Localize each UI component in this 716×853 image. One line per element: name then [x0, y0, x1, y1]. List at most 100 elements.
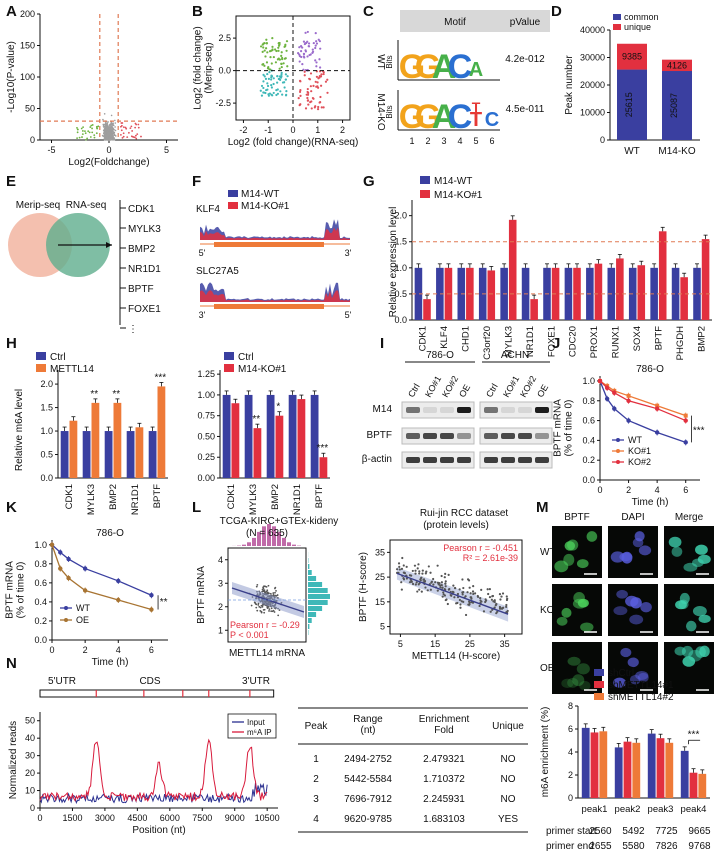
primer-end-value: 9768: [688, 841, 711, 852]
ruijin-scatter-point: [440, 574, 443, 578]
panel-letter-N: N: [6, 655, 17, 672]
microscopy-nucleus: [698, 614, 711, 623]
ruijin-scatter-point: [443, 576, 446, 579]
microscopy-nucleus: [671, 546, 683, 557]
quadrant-point: [277, 46, 280, 49]
decay-oe-chart-xtick-label: 2: [83, 645, 88, 655]
peak-table-cell: NO: [501, 774, 516, 785]
m6a-oe-chart-ytick-label: 0.0: [40, 473, 53, 483]
microscopy-panel: [552, 642, 602, 694]
microscopy-nucleus: [573, 592, 585, 604]
ruijin-scatter-point: [402, 578, 406, 581]
quadrant-point: [284, 94, 288, 97]
m6a-oe-chart-category-label: MYLK3: [86, 484, 97, 515]
decay-ko-legend-marker: [616, 460, 620, 464]
coverage-legend-label: Input: [247, 718, 266, 727]
quadrant-point: [261, 63, 264, 66]
gene-region-label: CDS: [139, 676, 160, 687]
quadrant-point: [314, 32, 317, 35]
tcga-x-histogram: [292, 544, 296, 546]
quadrant-point: [317, 105, 320, 109]
quadrant-xtick-label: 2: [340, 125, 345, 135]
tcga-scatter-point: [254, 602, 257, 605]
quadrant-point: [265, 42, 269, 45]
quadrant-point: [270, 84, 273, 87]
microscopy-nucleus: [621, 551, 633, 564]
volcano-point-down: [87, 130, 90, 133]
volcano-point: [112, 131, 115, 134]
quadrant-point: [278, 43, 281, 46]
coverage-xtick-label: 10500: [255, 813, 280, 823]
tcga-scatter-frame: [227, 547, 307, 643]
ruijin-scatter-point: [458, 598, 461, 602]
blot-band: [406, 457, 420, 463]
primer-start-value: 7725: [655, 826, 678, 837]
quadrant-point: [281, 93, 284, 96]
m6a-oe-chart-category-label: CDK1: [64, 484, 75, 509]
tcga-xlabel: METTL14 mRNA: [229, 648, 305, 659]
quadrant-point: [305, 93, 308, 96]
quadrant-point: [310, 90, 313, 93]
ruijin-scatter-point: [429, 588, 432, 591]
motif-letter-T: T: [470, 109, 482, 131]
ruijin-scatter-point: [436, 564, 439, 567]
m6a-oe-significance: **: [90, 389, 98, 400]
microscopy-nucleus: [681, 645, 694, 658]
primer-start-value: 2560: [589, 826, 612, 837]
decay-ko-chart-point: [626, 418, 631, 423]
tcga-scatter-point: [259, 610, 262, 612]
volcano-point-down: [91, 127, 93, 130]
quadrant-point: [300, 55, 303, 59]
tcga-scatter-point: [268, 610, 270, 612]
blot-band: [406, 407, 420, 413]
quadrant-point: [273, 48, 277, 51]
ruijin-scatter-point: [447, 573, 450, 577]
ruijin-scatter-point: [421, 569, 424, 572]
panel-letter-J: J: [552, 335, 560, 352]
expression-chart-category-label: BMP2: [696, 326, 707, 352]
m6a-oe-chart-ytick-label: 0.5: [40, 450, 53, 460]
ruijin-ylabel: BPTF (H-score): [358, 552, 369, 622]
m6a-ko-legend-swatch: [224, 352, 234, 360]
tcga-scatter-point: [276, 594, 279, 596]
ruijin-scatter-point: [452, 591, 455, 594]
volcano-point: [108, 131, 110, 134]
track-legend-label: M14-KO#1: [241, 201, 290, 212]
ruijin-xtick-label: 35: [500, 639, 510, 649]
expression-legend-swatch: [420, 190, 430, 198]
tcga-x-histogram: [287, 542, 291, 546]
volcano-point: [103, 137, 106, 140]
blot-band: [440, 457, 454, 463]
ruijin-scatter-point: [487, 592, 490, 596]
track-end-label: 5': [345, 310, 352, 320]
coverage-xtick-label: 7500: [192, 813, 212, 823]
m6a-oe-chart-bar: [148, 431, 157, 478]
volcano-point-down: [90, 124, 93, 127]
tcga-y-histogram: [308, 606, 323, 611]
tcga-x-histogram: [282, 537, 286, 546]
ruijin-scatter-point: [426, 589, 429, 592]
quadrant-xtick-label: -1: [264, 125, 272, 135]
ruijin-scatter-point: [466, 591, 469, 594]
quadrant-xtick-label: 0: [290, 125, 295, 135]
quadrant-point: [315, 40, 318, 43]
peak-ylabel: Peak number: [564, 55, 575, 115]
primer-start-value: 9665: [688, 826, 711, 837]
quadrant-point: [318, 75, 321, 78]
microscopy-nucleus: [579, 680, 591, 691]
panel-letter-I: I: [380, 335, 384, 352]
quadrant-point: [298, 53, 301, 56]
quadrant-point: [279, 90, 282, 93]
quadrant-point: [306, 99, 309, 102]
quadrant-point: [326, 91, 329, 94]
ruijin-scatter-point: [420, 590, 423, 593]
microscopy-nucleus: [572, 598, 587, 609]
ruijin-scatter-point: [414, 583, 417, 586]
tcga-scatter-point: [256, 584, 259, 586]
venn-arrow-head: [106, 242, 112, 248]
volcano-xtick-label: -5: [47, 145, 55, 155]
ruijin-scatter-point: [444, 598, 447, 602]
blot-membrane: [479, 451, 553, 469]
quadrant-point: [307, 103, 310, 106]
quadrant-point: [263, 42, 266, 45]
